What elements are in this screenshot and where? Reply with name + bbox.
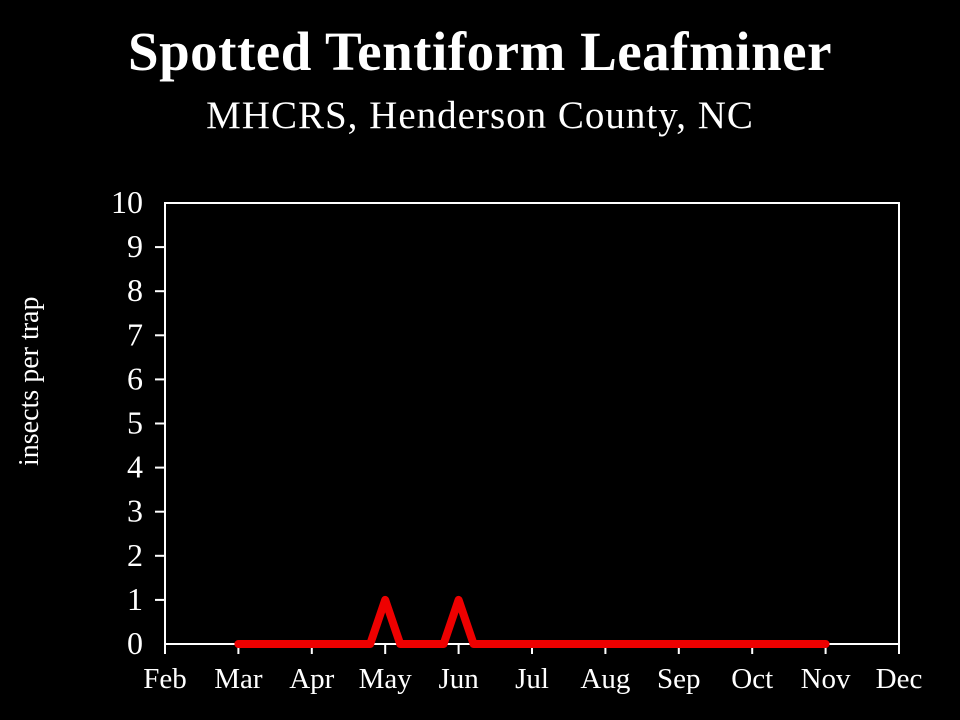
svg-text:Oct: Oct: [731, 663, 773, 695]
svg-text:2: 2: [127, 537, 143, 573]
svg-text:3: 3: [127, 493, 143, 529]
svg-text:Aug: Aug: [580, 663, 630, 695]
svg-text:4: 4: [127, 449, 143, 485]
svg-text:10: 10: [111, 184, 143, 220]
svg-text:Sep: Sep: [657, 663, 701, 695]
svg-text:Feb: Feb: [143, 663, 187, 695]
svg-text:5: 5: [127, 405, 143, 441]
svg-text:May: May: [359, 663, 413, 695]
svg-text:Apr: Apr: [289, 663, 334, 695]
svg-text:1: 1: [127, 581, 143, 617]
svg-text:Jun: Jun: [438, 663, 479, 695]
svg-text:0: 0: [127, 625, 143, 661]
svg-text:7: 7: [127, 316, 143, 352]
svg-text:6: 6: [127, 360, 143, 396]
svg-text:8: 8: [127, 272, 143, 308]
svg-text:9: 9: [127, 228, 143, 264]
svg-text:Dec: Dec: [876, 663, 923, 695]
svg-text:Nov: Nov: [801, 663, 851, 695]
svg-text:Jul: Jul: [515, 663, 549, 695]
svg-text:Mar: Mar: [214, 663, 263, 695]
